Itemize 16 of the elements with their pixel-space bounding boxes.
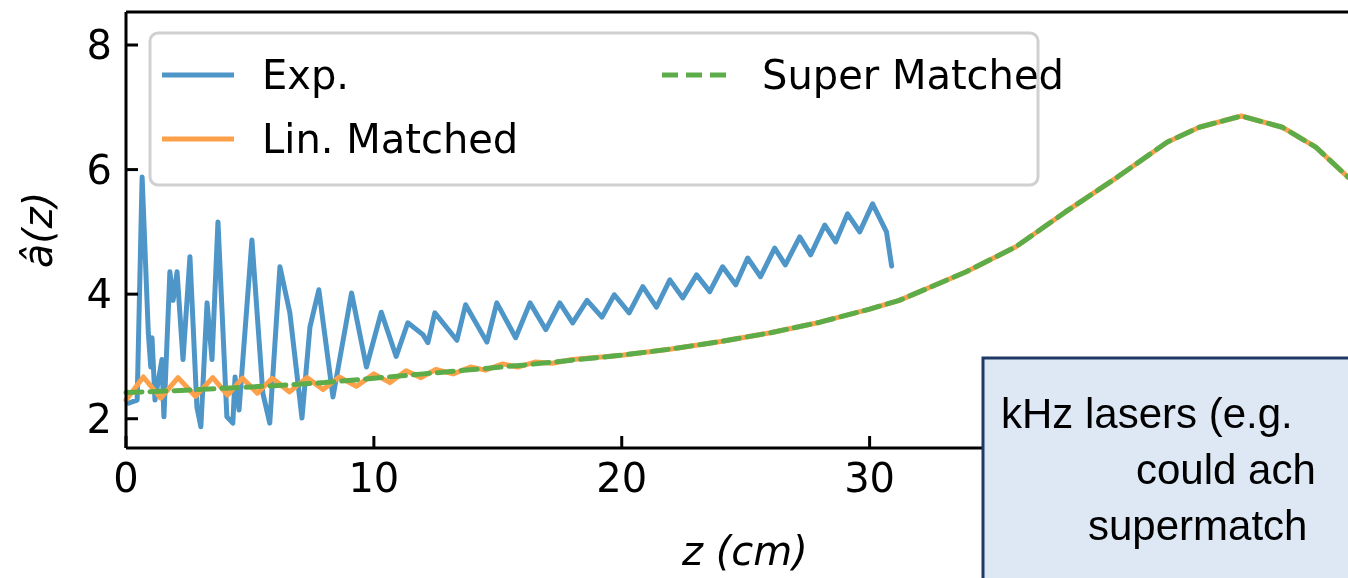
y-tick-label: 6 [86,146,112,193]
text: supermatch [1088,502,1308,549]
annotation: could ach [1136,446,1316,493]
x-axis-title: z (cm) [681,528,808,574]
x-tick-label: 20 [596,455,648,501]
x-tick-label: 0 [113,455,139,501]
legend-label: Super Matched [762,52,1064,98]
x-tick-label: 30 [844,455,896,501]
y-tick-label: 2 [86,395,112,442]
y-tick-label: 8 [86,22,112,69]
legend-label: Exp. [262,52,350,98]
x-tick-label: 10 [348,455,400,501]
legend-label: Lin. Matched [262,116,519,162]
annotation: kHz lasers (e.g. [1001,390,1293,437]
y-axis-title: â(z) [15,191,61,269]
y-tick-label: 4 [86,271,112,318]
